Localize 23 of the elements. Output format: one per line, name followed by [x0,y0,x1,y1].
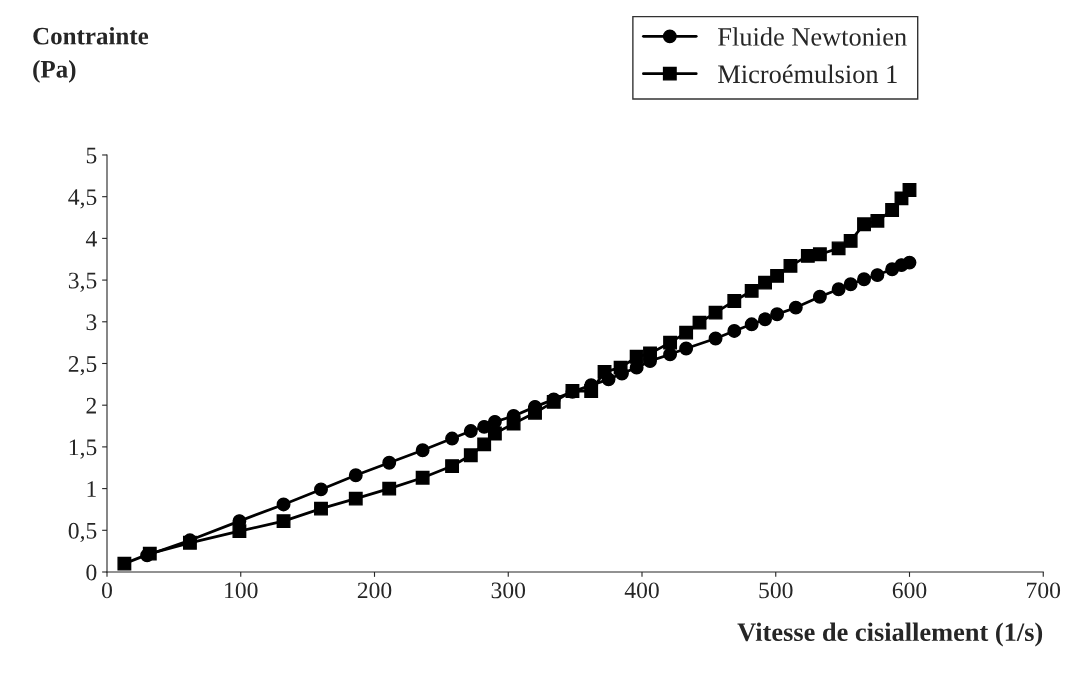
y-tick-label: 1,5 [69,439,97,459]
y-tick-label: 2 [86,397,96,414]
y-tick-label: 0 [86,564,97,581]
x-tick-label: 600 [892,582,927,599]
x-tick-label: 200 [357,582,392,599]
x-tick-label: 300 [491,582,526,599]
legend-label: Microémulsion 1 [718,64,897,84]
x-tick-label: 100 [225,582,258,599]
y-tick-label: 0,5 [68,522,97,543]
y-tick-label: 4,5 [68,189,97,209]
x-tick-label: 700 [1027,582,1061,599]
y-tick-label: 2,5 [68,356,97,376]
y-tick-label: 3 [86,314,97,331]
x-tick-label: 0 [102,582,112,599]
y-axis-title: Contrainte (Pa) [33,27,149,83]
x-tick-label: 500 [759,582,793,599]
x-axis-title: Vitesse de cisiallement (1/s) [737,622,1043,647]
x-tick-label: 400 [624,582,659,599]
legend-label: Fluide Newtonien [718,27,907,46]
y-tick-label: 5 [86,147,97,164]
y-tick-label: 1 [87,481,96,497]
y-tick-label: 4 [85,231,97,247]
y-tick-label: 3,5 [68,272,97,292]
